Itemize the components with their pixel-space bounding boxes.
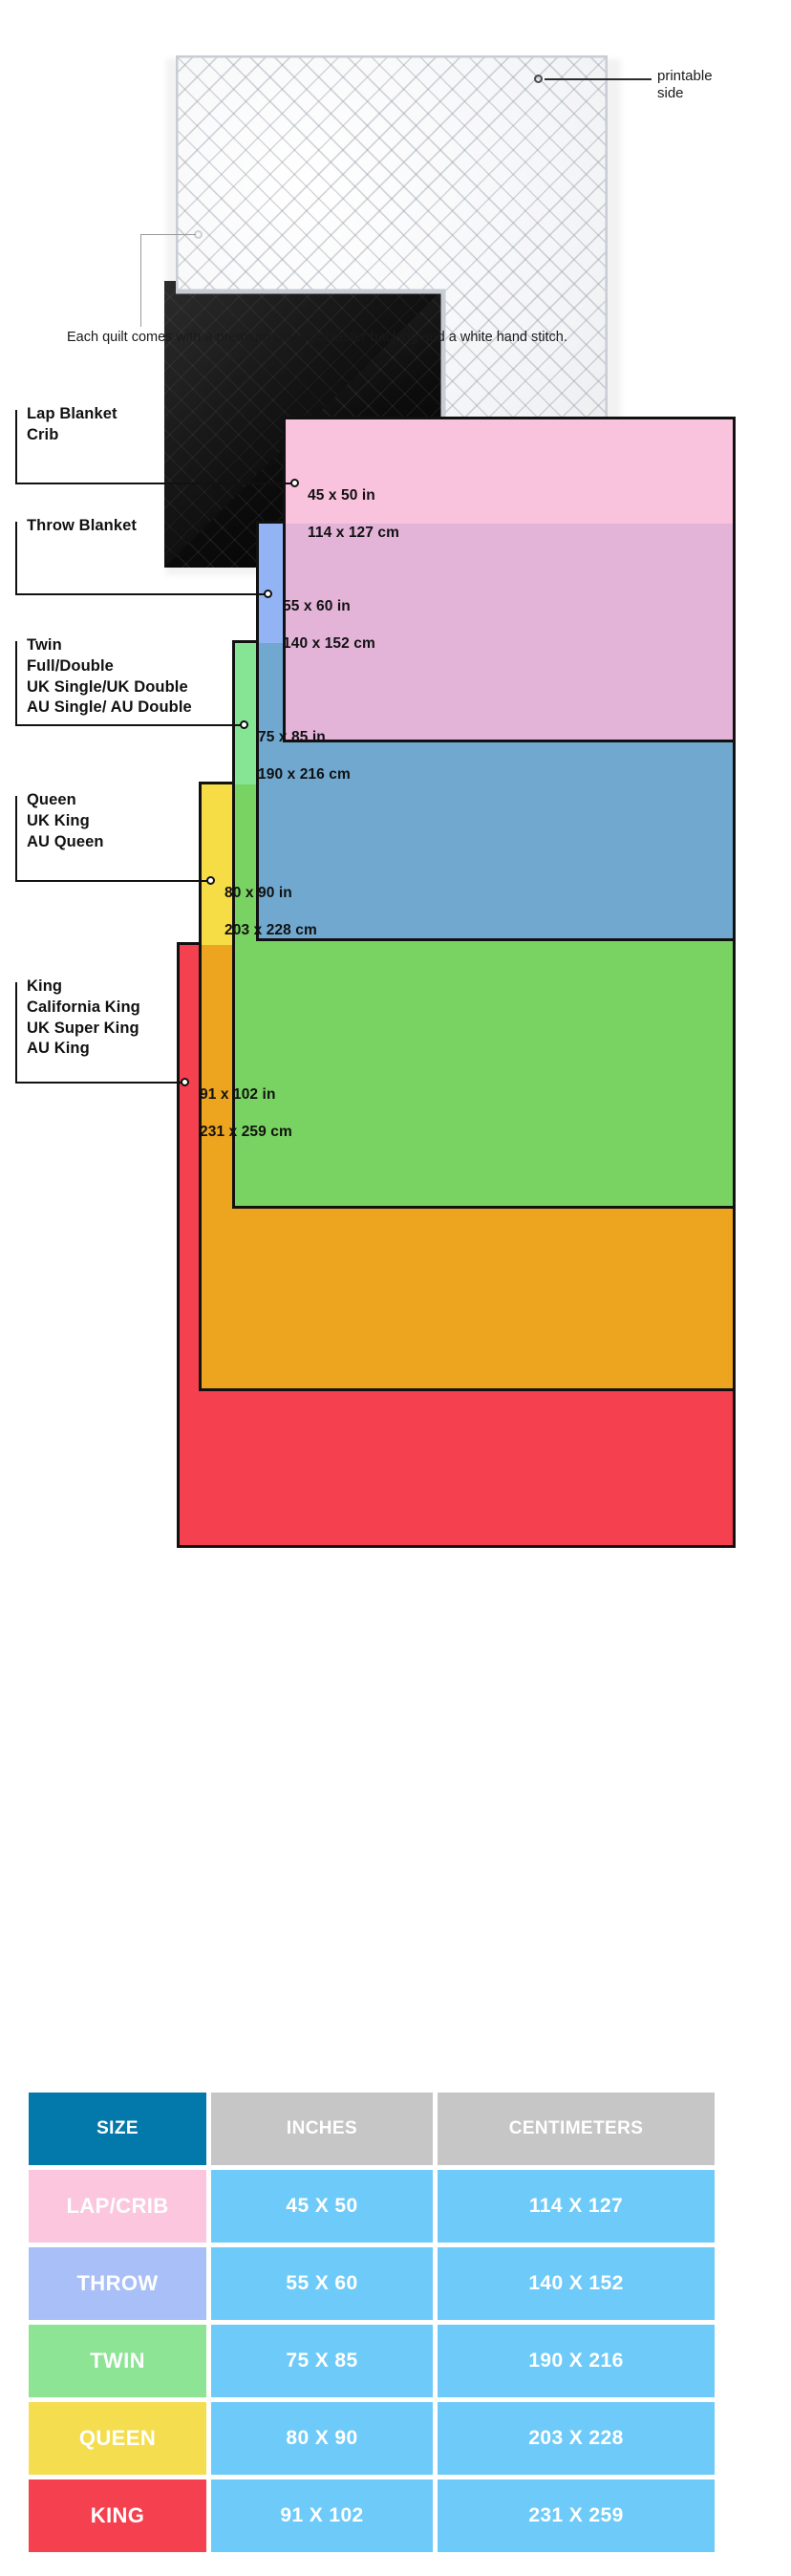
throw-inches: 55 x 60 in xyxy=(283,597,351,614)
table-cell-cm-king: 231 X 259 xyxy=(438,2479,715,2552)
king-leader-horizontal xyxy=(15,1082,184,1084)
size-dimension-queen: 80 x 90 in 203 x 228 cm xyxy=(224,865,317,940)
table-row: QUEEN 80 X 90 203 X 228 xyxy=(29,2402,762,2475)
table-cell-cm-queen: 203 X 228 xyxy=(438,2402,715,2475)
printable-side-dot-icon xyxy=(534,75,543,83)
size-table: SIZE INCHES CENTIMETERS LAP/CRIB 45 X 50… xyxy=(29,2093,762,2557)
table-cell-size-lap-crib: LAP/CRIB xyxy=(29,2170,206,2243)
black-backing-leader-vertical xyxy=(140,234,142,327)
size-dimension-twin: 75 x 85 in 190 x 216 cm xyxy=(258,709,351,784)
king-inches: 91 x 102 in xyxy=(200,1085,276,1103)
lap-crib-cm: 114 x 127 cm xyxy=(308,525,400,542)
table-cell-size-throw: THROW xyxy=(29,2247,206,2320)
table-cell-cm-throw: 140 X 152 xyxy=(438,2247,715,2320)
table-cell-cm-twin: 190 X 216 xyxy=(438,2325,715,2397)
lap-crib-leader-dot-icon xyxy=(290,479,299,487)
queen-leader-dot-icon xyxy=(206,876,215,885)
table-cell-inches-throw: 55 X 60 xyxy=(211,2247,433,2320)
lap-crib-leader-vertical xyxy=(15,410,17,484)
table-cell-cm-lap-crib: 114 X 127 xyxy=(438,2170,715,2243)
table-header-row: SIZE INCHES CENTIMETERS xyxy=(29,2093,762,2165)
queen-leader-horizontal xyxy=(15,880,210,882)
table-cell-inches-twin: 75 X 85 xyxy=(211,2325,433,2397)
printable-side-callout: printable side xyxy=(657,68,713,103)
throw-leader-horizontal xyxy=(15,593,267,595)
twin-leader-horizontal xyxy=(15,724,244,726)
size-label-lap-crib: Lap Blanket Crib xyxy=(27,405,118,443)
table-header-centimeters: CENTIMETERS xyxy=(438,2093,715,2165)
table-row: TWIN 75 X 85 190 X 216 xyxy=(29,2325,762,2397)
lap-crib-leader-horizontal xyxy=(15,483,294,484)
table-row: LAP/CRIB 45 X 50 114 X 127 xyxy=(29,2170,762,2243)
black-backing-leader-horizontal xyxy=(141,234,196,236)
table-header-inches: INCHES xyxy=(211,2093,433,2165)
size-dimension-throw: 55 x 60 in 140 x 152 cm xyxy=(283,578,375,654)
size-label-throw: Throw Blanket xyxy=(27,517,137,534)
throw-leader-dot-icon xyxy=(264,590,272,598)
table-cell-size-twin: TWIN xyxy=(29,2325,206,2397)
twin-cm: 190 x 216 cm xyxy=(258,766,351,784)
king-leader-dot-icon xyxy=(181,1078,189,1086)
printable-side-label-line2: side xyxy=(657,85,684,102)
twin-leader-vertical xyxy=(15,641,17,726)
size-label-king: King California King UK Super King AU Ki… xyxy=(27,977,140,1058)
table-cell-inches-queen: 80 X 90 xyxy=(211,2402,433,2475)
size-dimension-king: 91 x 102 in 231 x 259 cm xyxy=(200,1066,292,1142)
size-label-queen: Queen UK King AU Queen xyxy=(27,791,104,850)
table-header-size: SIZE xyxy=(29,2093,206,2165)
lap-crib-inches: 45 x 50 in xyxy=(308,486,375,504)
throw-leader-vertical xyxy=(15,522,17,595)
printable-side-label-line1: printable xyxy=(657,68,713,84)
king-cm: 231 x 259 cm xyxy=(200,1124,292,1141)
printable-side-leader-line xyxy=(545,78,652,80)
throw-cm: 140 x 152 cm xyxy=(283,635,375,653)
table-row: THROW 55 X 60 140 X 152 xyxy=(29,2247,762,2320)
queen-cm: 203 x 228 cm xyxy=(224,922,317,939)
queen-leader-vertical xyxy=(15,796,17,882)
twin-leader-dot-icon xyxy=(240,720,248,729)
queen-inches: 80 x 90 in xyxy=(224,884,292,901)
table-cell-inches-king: 91 X 102 xyxy=(211,2479,433,2552)
table-cell-inches-lap-crib: 45 X 50 xyxy=(211,2170,433,2243)
size-dimension-lap-crib: 45 x 50 in 114 x 127 cm xyxy=(308,467,399,543)
size-comparison-diagram: Lap Blanket Crib 45 x 50 in 114 x 127 cm… xyxy=(0,397,791,2078)
table-cell-size-queen: QUEEN xyxy=(29,2402,206,2475)
twin-inches: 75 x 85 in xyxy=(258,728,326,745)
table-row: KING 91 X 102 231 X 259 xyxy=(29,2479,762,2552)
table-cell-size-king: KING xyxy=(29,2479,206,2552)
king-leader-vertical xyxy=(15,982,17,1084)
quilt-caption: Each quilt comes with a premium black po… xyxy=(67,330,567,345)
size-label-twin: Twin Full/Double UK Single/UK Double AU … xyxy=(27,636,192,717)
